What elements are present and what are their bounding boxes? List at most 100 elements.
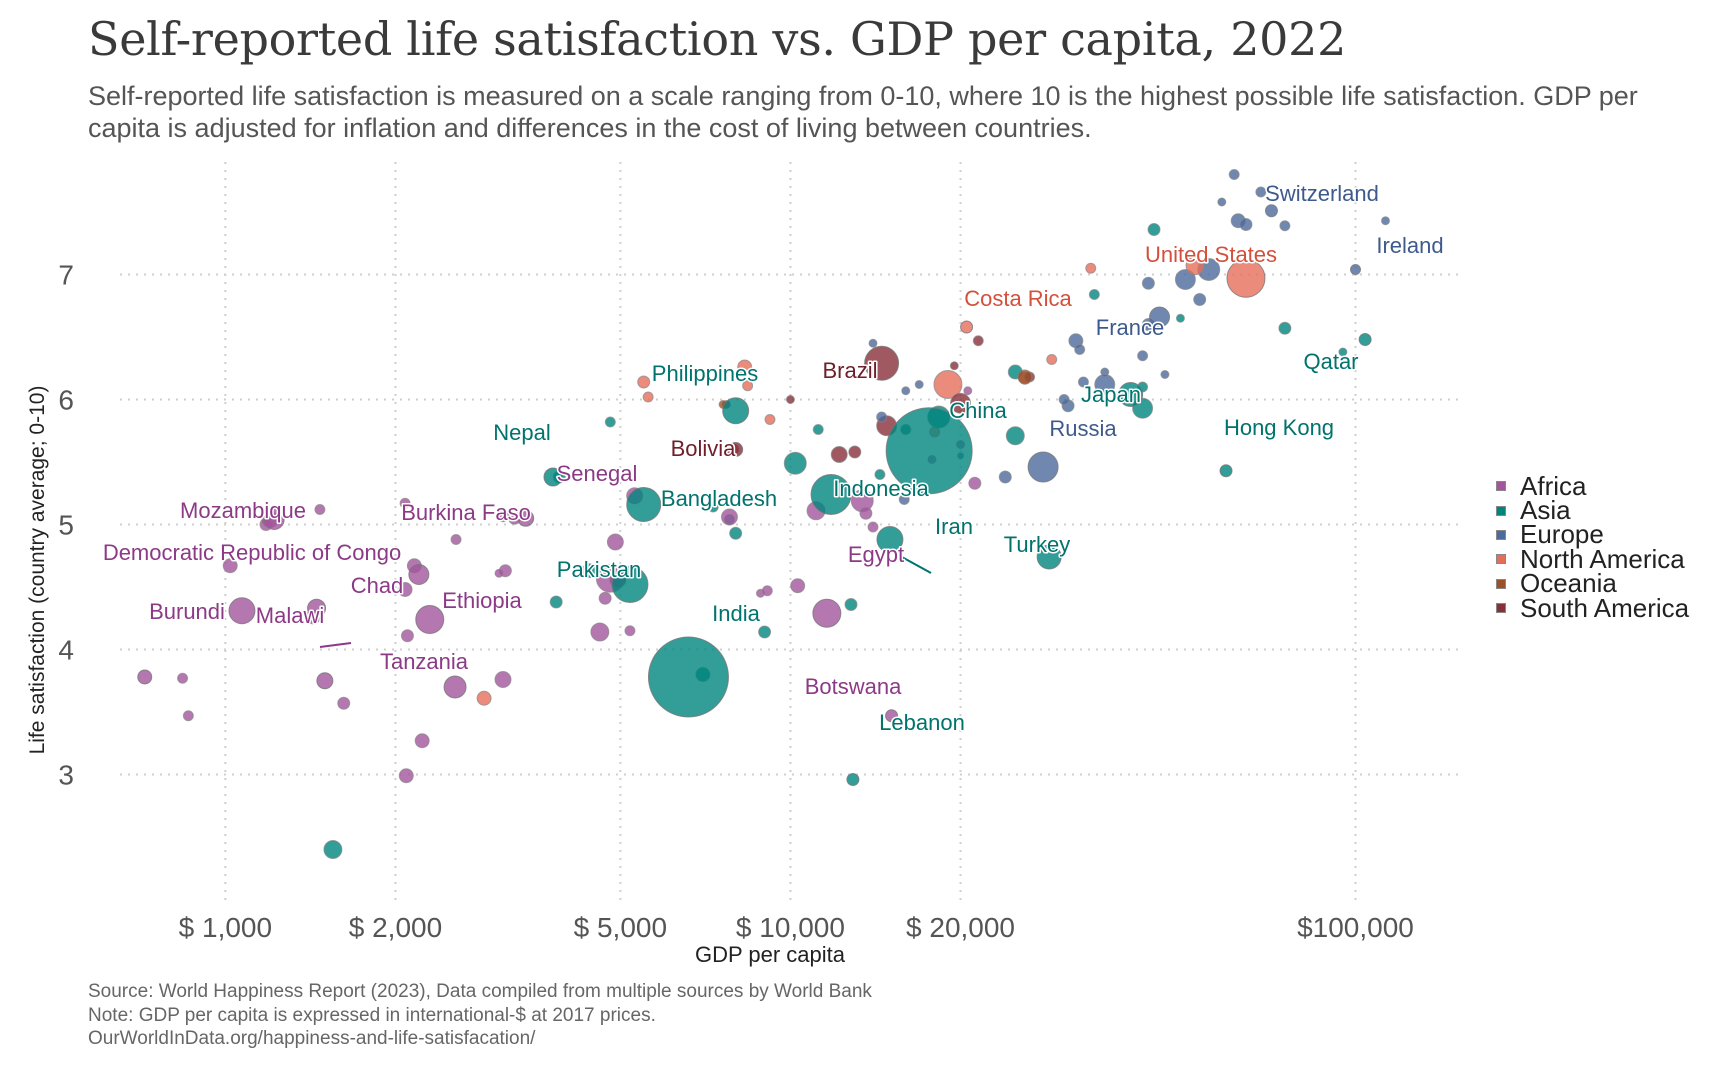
data-label: Philippines bbox=[652, 361, 758, 386]
data-label: Ireland bbox=[1376, 233, 1443, 258]
legend-label: South America bbox=[1520, 592, 1690, 623]
bubble bbox=[1147, 223, 1161, 236]
bubble bbox=[874, 469, 886, 480]
bubble bbox=[598, 591, 612, 605]
data-label: India bbox=[712, 601, 760, 626]
bubble bbox=[1077, 376, 1089, 388]
bubble bbox=[859, 506, 873, 520]
data-labels: Switzerland Ireland United States Costa Ric… bbox=[101, 180, 1445, 737]
bubble bbox=[830, 446, 848, 463]
bubble bbox=[177, 672, 189, 684]
y-tick-label: 5 bbox=[58, 510, 74, 541]
bubble bbox=[1088, 289, 1100, 300]
x-tick-label: $ 20,000 bbox=[906, 912, 1015, 943]
data-label: Egypt bbox=[848, 542, 904, 567]
data-point bbox=[1027, 451, 1059, 483]
data-label: Bolivia bbox=[671, 436, 737, 461]
x-tick-label: $ 10,000 bbox=[736, 912, 845, 943]
legend-item[interactable]: Europe bbox=[1496, 519, 1689, 549]
legend-item[interactable]: Asia bbox=[1496, 495, 1689, 525]
data-label: Burundi bbox=[149, 599, 225, 624]
bubble bbox=[764, 414, 776, 425]
bubble bbox=[812, 424, 824, 435]
data-point bbox=[885, 407, 973, 495]
bubble bbox=[968, 476, 982, 490]
bubble bbox=[898, 494, 910, 505]
legend-label: Europe bbox=[1520, 519, 1604, 550]
data-points bbox=[137, 169, 1390, 859]
data-point bbox=[1358, 333, 1372, 346]
bubble bbox=[844, 598, 858, 611]
bubble bbox=[868, 338, 878, 348]
bubble bbox=[222, 558, 238, 574]
data-label: Ethiopia bbox=[442, 588, 522, 613]
legend-swatch bbox=[1496, 481, 1506, 492]
data-point bbox=[316, 672, 334, 690]
chart-subtitle: Self-reported life satisfaction is measu… bbox=[88, 81, 1638, 143]
legend-swatch bbox=[1496, 529, 1506, 540]
bubble bbox=[737, 359, 753, 375]
data-point bbox=[228, 597, 256, 625]
data-point bbox=[263, 509, 285, 530]
y-axis-label: Life satisfaction (country average; 0-10… bbox=[26, 386, 49, 755]
bubble bbox=[972, 335, 984, 347]
bubble bbox=[758, 625, 772, 639]
legend-item[interactable]: North America bbox=[1496, 544, 1689, 574]
x-tick-label: $ 2,000 bbox=[349, 912, 442, 943]
data-point bbox=[864, 345, 900, 381]
data-label: Qatar bbox=[1303, 349, 1358, 374]
data-label: Malawi bbox=[256, 603, 324, 628]
bubble bbox=[1160, 370, 1170, 379]
data-point bbox=[885, 709, 899, 723]
data-point bbox=[1226, 258, 1266, 298]
chart-title: Self-reported life satisfaction vs. GDP … bbox=[88, 12, 1347, 66]
legend-label: North America bbox=[1520, 543, 1685, 574]
bubble bbox=[1174, 269, 1196, 290]
bubble bbox=[783, 451, 807, 475]
data-label: Botswana bbox=[805, 674, 902, 699]
bubble bbox=[1193, 293, 1207, 306]
bubble bbox=[1058, 394, 1070, 405]
bubble bbox=[707, 501, 719, 513]
bubble bbox=[742, 380, 754, 392]
data-label: Democratic Republic of Congo bbox=[103, 540, 401, 565]
bubble bbox=[1338, 347, 1348, 357]
bubble bbox=[604, 416, 616, 428]
grid bbox=[120, 162, 1460, 900]
x-tick-label: $ 5,000 bbox=[574, 912, 667, 943]
bubble bbox=[790, 578, 806, 594]
legend-label: Africa bbox=[1520, 470, 1587, 501]
bubble bbox=[476, 690, 492, 706]
bubble bbox=[1137, 350, 1149, 362]
x-tick-label: $ 1,000 bbox=[179, 912, 272, 943]
bubble bbox=[590, 622, 610, 642]
legend-swatch bbox=[1496, 603, 1506, 614]
data-point bbox=[517, 509, 535, 527]
legend-item[interactable]: South America bbox=[1496, 593, 1689, 623]
data-label: Bangladesh bbox=[661, 486, 777, 511]
bubble bbox=[1279, 220, 1291, 232]
leader-line bbox=[319, 642, 352, 648]
bubble bbox=[494, 568, 504, 578]
bubble bbox=[998, 470, 1012, 484]
bubble bbox=[1278, 321, 1292, 335]
data-point bbox=[876, 526, 904, 553]
bubble bbox=[729, 526, 743, 540]
legend-label: Asia bbox=[1520, 495, 1571, 526]
data-point bbox=[812, 598, 842, 628]
data-label: Tanzania bbox=[380, 649, 469, 674]
x-tick-label: $100,000 bbox=[1297, 912, 1414, 943]
y-tick-label: 6 bbox=[58, 385, 74, 416]
bubble bbox=[1094, 374, 1116, 395]
legend-item[interactable]: Africa bbox=[1496, 471, 1689, 501]
bubble bbox=[182, 710, 194, 722]
legend-item[interactable]: Oceania bbox=[1496, 568, 1689, 598]
footer: Source: World Happiness Report (2023), D… bbox=[88, 980, 872, 1051]
data-label: Iran bbox=[935, 514, 973, 539]
data-point bbox=[543, 467, 563, 487]
data-point bbox=[408, 564, 430, 585]
data-label: Switzerland bbox=[1265, 181, 1379, 206]
bubble bbox=[761, 585, 773, 597]
bubble bbox=[642, 391, 654, 403]
